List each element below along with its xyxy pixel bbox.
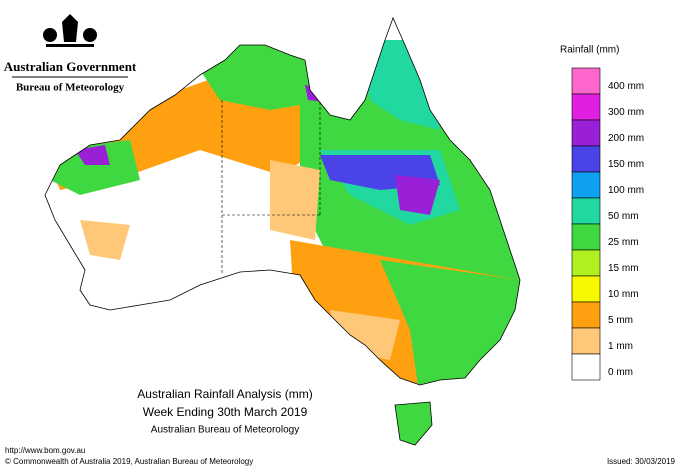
url: http://www.bom.gov.au: [5, 446, 85, 455]
legend: 400 mm 300 mm 200 mm 150 mm 100 mm 50 mm 25 mm…: [571, 67, 644, 381]
legend-label: 150 mm: [608, 159, 644, 170]
legend-label: 5 mm: [608, 315, 633, 326]
legend-label: 10 mm: [608, 289, 639, 300]
legend-swatch: [571, 197, 601, 225]
legend-swatch: [571, 275, 601, 303]
legend-label: 300 mm: [608, 107, 644, 118]
map-source: Australian Bureau of Meteorology: [151, 425, 299, 436]
legend-swatch: [571, 145, 601, 173]
legend-label: 1 mm: [608, 341, 633, 352]
legend-swatch: [571, 249, 601, 277]
legend-swatch: [571, 93, 601, 121]
legend-label: 15 mm: [608, 263, 639, 274]
legend-title: Rainfall (mm): [560, 45, 619, 56]
legend-swatch: [571, 327, 601, 355]
map-subtitle: Week Ending 30th March 2019: [143, 405, 308, 419]
government: Australian Government: [4, 59, 137, 74]
legend-label: 400 mm: [608, 81, 644, 92]
legend-label: 100 mm: [608, 185, 644, 196]
rainfall-map: [44, 17, 521, 446]
legend-swatch: [571, 301, 601, 329]
legend-label: 0 mm: [608, 367, 633, 378]
map-title: Australian Rainfall Analysis (mm): [137, 387, 312, 401]
agency: Bureau of Meteorology: [16, 82, 125, 94]
legend-label: 200 mm: [608, 133, 644, 144]
legend-label: 50 mm: [608, 211, 639, 222]
issued: Issued: 30/03/2019: [607, 457, 676, 466]
legend-label: 25 mm: [608, 237, 639, 248]
legend-swatch: [571, 223, 601, 251]
legend-swatch: [571, 353, 601, 381]
legend-swatch: [571, 67, 601, 95]
copyright: © Commonwealth of Australia 2019, Austra…: [5, 457, 253, 466]
crest: [43, 14, 97, 47]
legend-swatch: [571, 119, 601, 147]
legend-swatch: [571, 171, 601, 199]
